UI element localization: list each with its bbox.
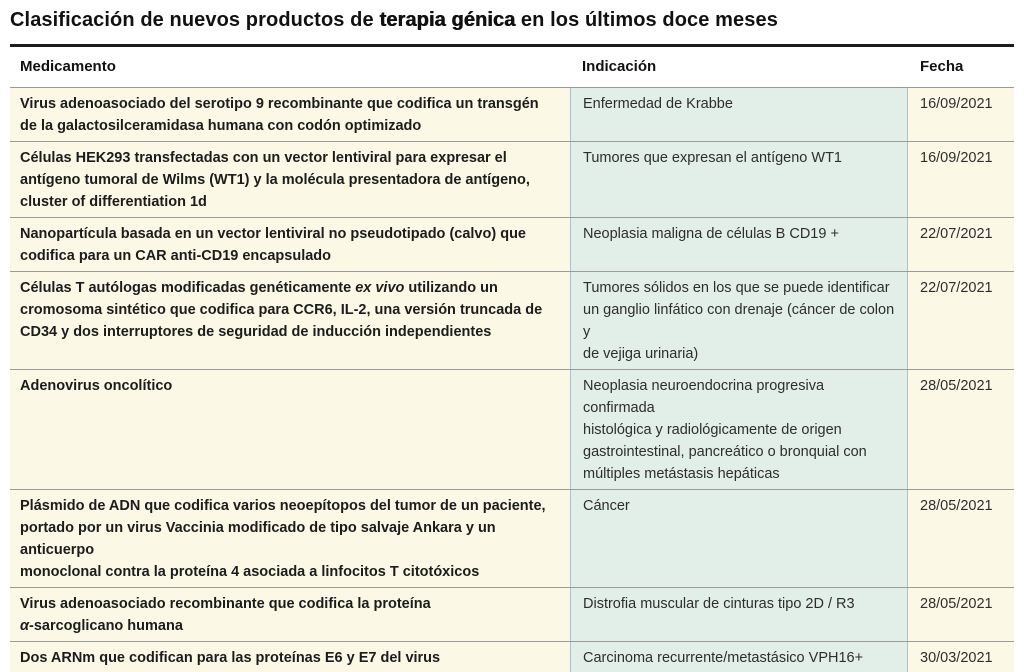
- title-prefix: Clasificación de nuevos productos de: [10, 9, 380, 31]
- medication-cell: Plásmido de ADN que codifica varios neoe…: [10, 490, 570, 587]
- table-row: Células T autólogas modificadas genética…: [10, 271, 1014, 369]
- indication-cell: Enfermedad de Krabbe: [570, 88, 908, 141]
- table-row: Virus adenoasociado recombinante que cod…: [10, 587, 1014, 641]
- column-header-fecha: Fecha: [908, 47, 1014, 87]
- table-row: Adenovirus oncolítico Neoplasia neuroendo…: [10, 369, 1014, 489]
- gene-therapy-products-table: Medicamento Indicación Fecha Virus adeno…: [10, 44, 1014, 672]
- column-header-medicamento: Medicamento: [10, 47, 570, 87]
- indication-cell: Tumores sólidos en los que se puede iden…: [570, 272, 908, 369]
- title-suffix: en los últimos doce meses: [515, 9, 778, 31]
- table-row: Dos ARNm que codifican para las proteína…: [10, 641, 1014, 672]
- date-cell: 28/05/2021: [908, 370, 1014, 489]
- medication-cell: Dos ARNm que codifican para las proteína…: [10, 642, 570, 672]
- date-cell: 30/03/2021: [908, 642, 1014, 672]
- table-row: Células HEK293 transfectadas con un vect…: [10, 141, 1014, 217]
- indication-cell: Cáncer: [570, 490, 908, 587]
- table-row: Virus adenoasociado del serotipo 9 recom…: [10, 87, 1014, 141]
- indication-cell: Neoplasia neuroendocrina progresiva conf…: [570, 370, 908, 489]
- medication-cell: Células HEK293 transfectadas con un vect…: [10, 142, 570, 217]
- medication-cell: Nanopartícula basada en un vector lentiv…: [10, 218, 570, 271]
- title-emphasis: terapia génica: [379, 9, 516, 31]
- table-row: Plásmido de ADN que codifica varios neoe…: [10, 489, 1014, 587]
- medication-cell: Adenovirus oncolítico: [10, 370, 570, 489]
- date-cell: 16/09/2021: [908, 142, 1014, 217]
- table-header-row: Medicamento Indicación Fecha: [10, 47, 1014, 87]
- date-cell: 28/05/2021: [908, 490, 1014, 587]
- table-row: Nanopartícula basada en un vector lentiv…: [10, 217, 1014, 271]
- indication-cell: Distrofia muscular de cinturas tipo 2D /…: [570, 588, 908, 641]
- medication-cell: Virus adenoasociado recombinante que cod…: [10, 588, 570, 641]
- indication-cell: Neoplasia maligna de células B CD19 +: [570, 218, 908, 271]
- date-cell: 28/05/2021: [908, 588, 1014, 641]
- indication-cell: Carcinoma recurrente/metastásico VPH16+: [570, 642, 908, 672]
- date-cell: 22/07/2021: [908, 218, 1014, 271]
- indication-cell: Tumores que expresan el antígeno WT1: [570, 142, 908, 217]
- date-cell: 16/09/2021: [908, 88, 1014, 141]
- column-header-indicacion: Indicación: [570, 47, 908, 87]
- table-body: Virus adenoasociado del serotipo 9 recom…: [10, 87, 1014, 672]
- medication-cell: Virus adenoasociado del serotipo 9 recom…: [10, 88, 570, 141]
- date-cell: 22/07/2021: [908, 272, 1014, 369]
- medication-cell: Células T autólogas modificadas genética…: [10, 272, 570, 369]
- page-title: Clasificación de nuevos productos de ter…: [10, 6, 778, 34]
